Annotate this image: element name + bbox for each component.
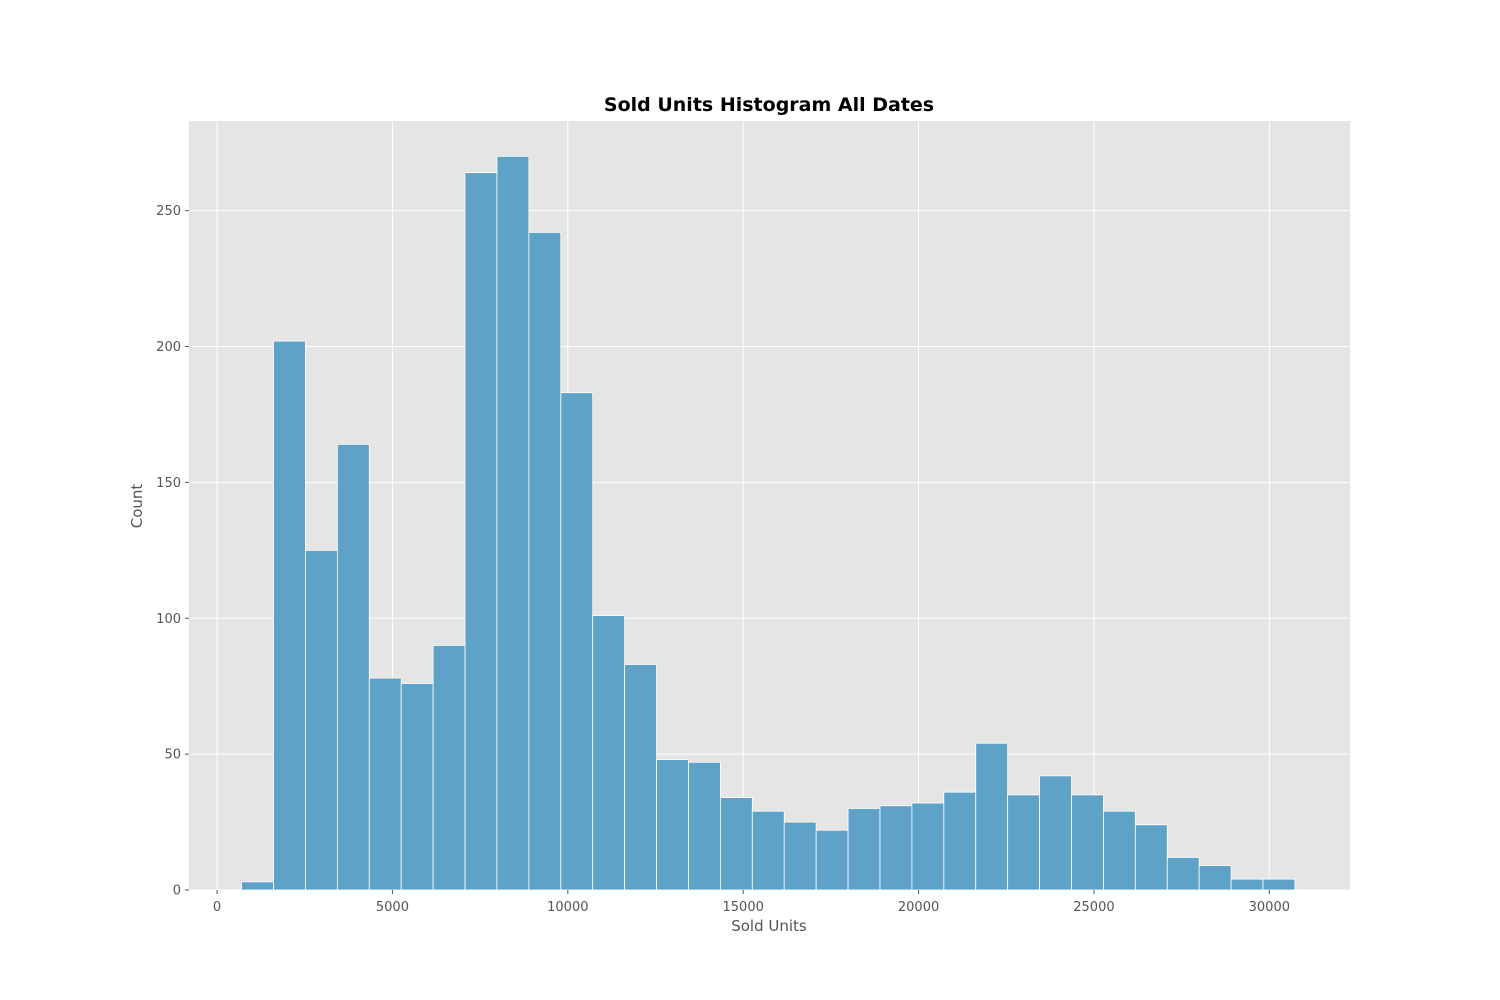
histogram-bar — [1071, 794, 1104, 891]
chart-title: Sold Units Histogram All Dates — [604, 94, 934, 116]
histogram-bar — [1230, 878, 1264, 891]
histogram-bar — [815, 829, 849, 891]
histogram-bar — [560, 392, 594, 891]
histogram-bar — [496, 155, 530, 891]
y-tick-label: 100 — [156, 612, 181, 627]
histogram-bar — [975, 742, 1009, 891]
histogram-bar — [432, 645, 466, 891]
y-tick-label: 150 — [156, 476, 181, 491]
histogram-bar — [1262, 878, 1296, 891]
histogram-bar — [528, 232, 562, 891]
x-tick-label: 15000 — [723, 900, 764, 915]
x-tick-label: 20000 — [898, 900, 939, 915]
histogram-bar — [1039, 775, 1072, 891]
histogram-bar — [911, 802, 945, 891]
histogram-bar — [592, 615, 626, 891]
histogram-bar — [368, 677, 402, 891]
y-axis-label: Count — [128, 484, 146, 529]
x-tick-label: 0 — [213, 900, 221, 915]
histogram-bar — [336, 443, 370, 891]
histogram-bar — [751, 810, 785, 891]
x-tick-label: 30000 — [1249, 900, 1290, 915]
histogram-bar — [1134, 824, 1168, 891]
histogram-bars — [241, 155, 1296, 891]
histogram-bar — [273, 340, 306, 891]
histogram-bar — [1103, 810, 1136, 891]
y-tick-label: 250 — [156, 204, 181, 219]
histogram-bar — [1007, 794, 1040, 891]
histogram-bar — [719, 797, 753, 891]
y-tick-label: 200 — [156, 340, 181, 355]
y-tick-label: 0 — [173, 884, 181, 899]
histogram-bar — [624, 664, 657, 891]
histogram-bar — [241, 881, 274, 891]
x-tick-label: 25000 — [1073, 900, 1114, 915]
axis-ticks: 0 5000 10000 15000 20000 25000 30000 0 50 100 150 2… — [156, 204, 1290, 915]
histogram-bar — [656, 759, 689, 891]
histogram-bar — [1166, 856, 1200, 891]
histogram-bar — [688, 761, 721, 891]
histogram-bar — [879, 805, 913, 891]
histogram-bar — [400, 683, 434, 891]
histogram-bar — [847, 808, 881, 891]
histogram-bar — [1198, 865, 1232, 891]
histogram-bar — [464, 172, 498, 891]
x-tick-label: 5000 — [376, 900, 409, 915]
histogram-bar — [943, 791, 977, 891]
x-axis-label: Sold Units — [731, 917, 807, 935]
histogram-bar — [783, 821, 817, 891]
y-tick-label: 50 — [164, 748, 181, 763]
x-tick-label: 10000 — [547, 900, 588, 915]
histogram-bar — [305, 549, 338, 891]
